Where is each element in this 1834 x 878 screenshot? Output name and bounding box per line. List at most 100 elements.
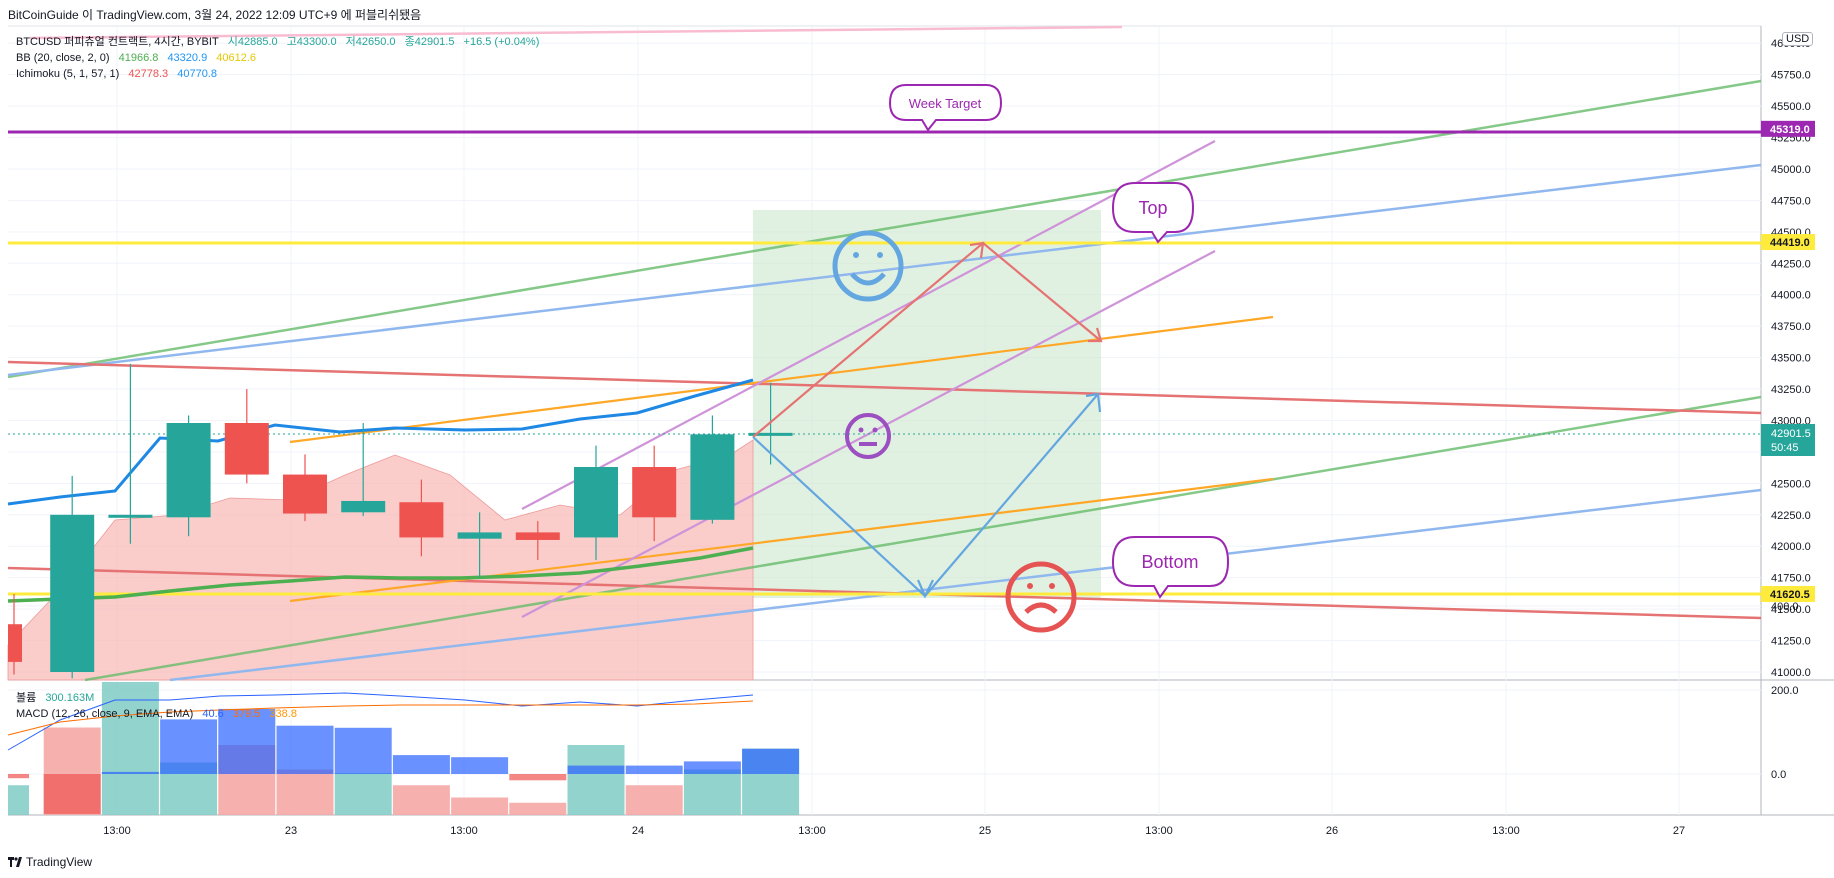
macd-tick-label: 0.0 — [1771, 769, 1786, 781]
macd-hist-bar — [625, 765, 683, 774]
orange-line-top[interactable] — [289, 315, 1274, 444]
volume-bar — [392, 785, 450, 815]
y-tick-label: 41000.0 — [1771, 667, 1811, 679]
green-channel-bottom[interactable] — [84, 395, 1762, 682]
macd-axis[interactable]: 0.0 200.0 400.0 — [1771, 601, 1799, 781]
volume-bar — [683, 769, 741, 815]
y-tick-label: 44750.0 — [1771, 195, 1811, 207]
bb-basis-line — [7, 546, 754, 603]
open-value: 시42885.0 — [227, 36, 278, 48]
bottom-callout[interactable]: Bottom — [1111, 536, 1230, 599]
low-value: 저42650.0 — [345, 36, 396, 48]
tradingview-logo-icon — [8, 857, 22, 867]
y-tick-label: 44000.0 — [1771, 290, 1811, 302]
symbol-label[interactable]: BTCUSD 퍼피츄얼 컨트랙트, 4시간, BYBIT — [16, 36, 219, 48]
ichimoku-label[interactable]: Ichimoku (5, 1, 57, 1) — [16, 68, 120, 80]
week-target-badge — [1761, 120, 1815, 137]
x-tick-label: 13:00 — [1492, 825, 1520, 837]
macd-hist-bar — [567, 765, 625, 774]
ichimoku-value-2: 40770.8 — [177, 68, 217, 80]
countdown-value: 50:45 — [1771, 442, 1799, 454]
pink-line-top[interactable] — [29, 25, 1123, 40]
volume-bar — [451, 797, 509, 815]
bottom-arrowhead-red — [1088, 327, 1103, 343]
x-tick-label: 13:00 — [450, 825, 478, 837]
high-value: 고43300.0 — [286, 36, 337, 48]
violet-line-top[interactable] — [521, 140, 1216, 510]
y-tick-label: 41250.0 — [1771, 636, 1811, 648]
bb-upper-line — [7, 378, 754, 506]
x-tick-label: 24 — [632, 825, 644, 837]
macd-label[interactable]: MACD (12, 26, close, 9, EMA, EMA) — [16, 708, 194, 720]
macd-hist-bar — [334, 727, 392, 774]
blue-channel-bottom[interactable] — [169, 488, 1762, 682]
candle-body[interactable] — [399, 502, 444, 538]
week-target-callout[interactable]: Week Target — [888, 84, 1003, 132]
candle-body[interactable] — [108, 514, 153, 518]
orange-line-bottom[interactable] — [289, 477, 1274, 603]
bb-row: BB (20, close, 2, 0) 41966.8 43320.9 406… — [16, 50, 545, 66]
macd-hist-bar — [218, 708, 276, 774]
blue-channel-top[interactable] — [7, 163, 1762, 377]
macd-tick-label: 200.0 — [1771, 685, 1799, 697]
projection-arrows — [752, 241, 1103, 599]
footer[interactable]: TradingView — [8, 855, 92, 869]
candle-body[interactable] — [341, 500, 386, 513]
candle-body[interactable] — [283, 474, 327, 514]
volume-bar — [276, 769, 334, 815]
top-label: Top — [1138, 198, 1167, 218]
candle-body[interactable] — [632, 467, 677, 518]
recovery-arrowhead — [1085, 392, 1102, 413]
candle-body[interactable] — [690, 434, 735, 520]
currency-badge[interactable]: USD — [1782, 32, 1814, 46]
neutral-face-icon[interactable] — [845, 413, 891, 459]
candle-body[interactable] — [457, 532, 502, 539]
change-value: +16.5 (+0.04%) — [463, 36, 540, 48]
macd-hist-bar — [276, 725, 334, 774]
y-tick-label: 43500.0 — [1771, 353, 1811, 365]
bb-basis-value: 41966.8 — [118, 52, 159, 64]
bottom-level-price-label: 41620.5 — [1770, 589, 1810, 601]
footer-brand: TradingView — [26, 855, 93, 869]
y-tick-label: 43750.0 — [1771, 321, 1811, 333]
time-axis[interactable]: 13:00 23 13:00 24 13:00 25 13:00 26 13:00 27 — [103, 825, 1685, 837]
macd-hist-bar — [451, 757, 509, 774]
macd-hist-value: 338.8 — [269, 708, 297, 720]
y-tick-label: 42500.0 — [1771, 478, 1811, 490]
top-callout[interactable]: Top — [1111, 182, 1195, 244]
top-arrowhead — [969, 241, 985, 259]
candle-body[interactable] — [50, 514, 95, 672]
macd-hist-bar — [392, 755, 450, 774]
candle-body[interactable] — [224, 422, 269, 475]
top-level-badge — [1761, 234, 1815, 251]
candle-body[interactable] — [8, 624, 22, 662]
macd-legend: 볼륨 300.163M MACD (12, 26, close, 9, EMA,… — [16, 690, 303, 722]
green-channel-top[interactable] — [7, 79, 1762, 379]
macd-signal-line — [7, 700, 754, 736]
happy-face-icon[interactable] — [832, 230, 904, 302]
y-tick-label: 41750.0 — [1771, 573, 1811, 585]
volume-bar — [101, 682, 159, 815]
macd-value: 40.6 — [202, 708, 224, 720]
candle-body[interactable] — [748, 432, 793, 436]
bb-lower-value: 40612.6 — [216, 52, 257, 64]
x-tick-label: 13:00 — [1145, 825, 1173, 837]
red-line-top[interactable] — [7, 360, 1762, 415]
bb-label[interactable]: BB (20, close, 2, 0) — [16, 52, 110, 64]
sad-face-icon[interactable] — [1005, 561, 1077, 633]
bottom-arrowhead — [916, 579, 934, 599]
volume-bar — [8, 785, 29, 815]
volume-label[interactable]: 볼륨 — [16, 692, 37, 704]
week-target-label: Week Target — [909, 96, 982, 111]
macd-hist-bar — [742, 748, 800, 774]
candle-body[interactable] — [574, 467, 618, 538]
candle-body[interactable] — [515, 532, 560, 540]
top-level-price-label: 44419.0 — [1770, 237, 1810, 249]
bottom-label: Bottom — [1141, 552, 1198, 572]
y-tick-label: 45750.0 — [1771, 70, 1811, 82]
candle-body[interactable] — [166, 422, 211, 518]
x-tick-label: 25 — [979, 825, 991, 837]
macd-hist-bar — [8, 774, 29, 779]
macd-hist-bar — [101, 771, 159, 774]
